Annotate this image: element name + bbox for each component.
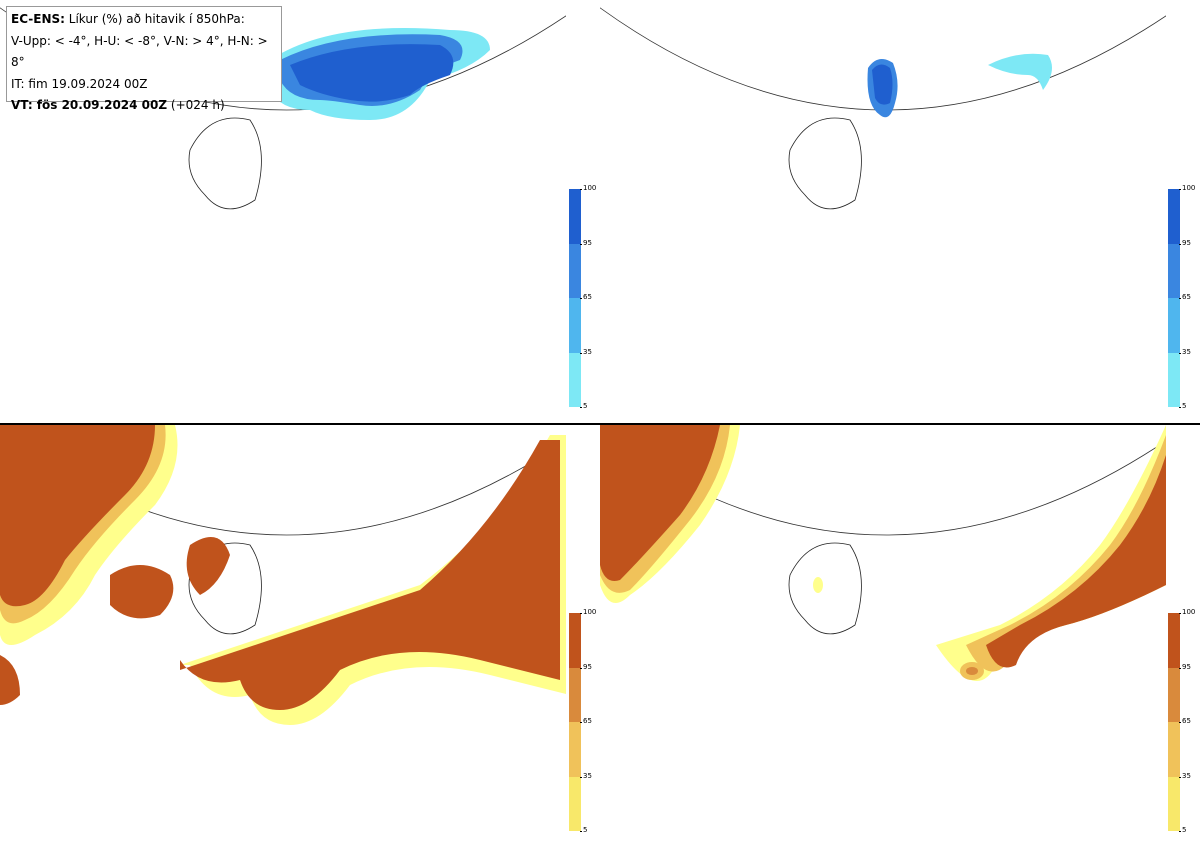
- colorbar-segment: [1168, 352, 1180, 407]
- colorbar-tick-label: 65: [580, 717, 592, 725]
- cold-anomaly-area: [270, 28, 490, 120]
- colorbar-tick-label: 35: [1179, 347, 1191, 356]
- legend-line-3: IT: fim 19.09.2024 00Z: [11, 76, 148, 91]
- colorbar-warm-left: 100 95 65 35 5: [569, 608, 596, 834]
- colorbar-tick-label: 100: [1178, 608, 1196, 616]
- colorbar-tick-label: 5: [579, 826, 588, 834]
- colorbar-tick-label: 5: [1178, 402, 1187, 410]
- colorbar-segment: [1168, 298, 1180, 353]
- colorbar-tick-label: 65: [1179, 717, 1191, 725]
- colorbar-tick-label: 95: [1179, 238, 1191, 247]
- map-panel-bottom-left: [0, 425, 566, 848]
- colorbar-tick-label: 65: [1179, 293, 1191, 301]
- legend-line-4: VT: fös 20.09.2024 00Z (+024 h): [11, 98, 225, 112]
- colorbar-warm-right: 100 95 65 35 5: [1168, 608, 1195, 834]
- map-panel-top-right: [600, 0, 1166, 423]
- colorbar-tick-label: 35: [580, 347, 592, 356]
- colorbar-tick-label: 100: [579, 184, 597, 192]
- colorbar-tick-label: 5: [1178, 826, 1187, 834]
- colorbar-segment: [569, 298, 581, 353]
- colorbar-segment: [569, 776, 581, 831]
- colorbar-segment: [1168, 776, 1180, 831]
- legend-line-1: EC-ENS: Líkur (%) að hitavik í 850hPa:: [11, 12, 245, 26]
- colorbar-segment: [569, 613, 581, 668]
- legend-line-2: V-Upp: < -4°, H-U: < -8°, V-N: > 4°, H-N…: [11, 33, 268, 70]
- colorbar-segment: [569, 189, 581, 244]
- colorbar-cold-right: 100 95 65 35 5: [1168, 184, 1195, 410]
- colorbar-segment: [569, 352, 581, 407]
- warm-anomaly-area: [600, 425, 1166, 681]
- colorbar-tick-label: 95: [1179, 662, 1191, 671]
- colorbar-segment: [569, 667, 581, 722]
- colorbar-tick-label: 95: [580, 662, 592, 671]
- colorbar-tick-label: 65: [580, 293, 592, 301]
- colorbar-tick-label: 100: [579, 608, 597, 616]
- colorbar-tick-label: 100: [1178, 184, 1196, 192]
- colorbar-segment: [569, 243, 581, 298]
- colorbar-tick-label: 35: [1179, 771, 1191, 780]
- map-canvas: [600, 425, 1166, 681]
- colorbar-segment: [1168, 722, 1180, 777]
- colorbar-tick-label: 5: [579, 402, 588, 410]
- map-panel-bottom-right: [600, 425, 1166, 848]
- colorbar-cold-left: 100 95 65 35 5: [569, 184, 596, 410]
- colorbar-segment: [1168, 613, 1180, 668]
- colorbar-tick-label: 95: [580, 238, 592, 247]
- colorbar-segment: [569, 722, 581, 777]
- warm-anomaly-area: [0, 425, 566, 725]
- colorbar-segment: [1168, 243, 1180, 298]
- map-canvas: [0, 425, 566, 725]
- cold-anomaly-area: [867, 53, 1052, 118]
- colorbar-segment: [1168, 189, 1180, 244]
- colorbar-tick-label: 35: [580, 771, 592, 780]
- map-canvas: [0, 7, 566, 210]
- map-canvas: [600, 7, 1166, 210]
- legend-box: EC-ENS: Líkur (%) að hitavik í 850hPa: V…: [6, 6, 282, 112]
- horizontal-divider: [0, 423, 1200, 425]
- colorbar-segment: [1168, 667, 1180, 722]
